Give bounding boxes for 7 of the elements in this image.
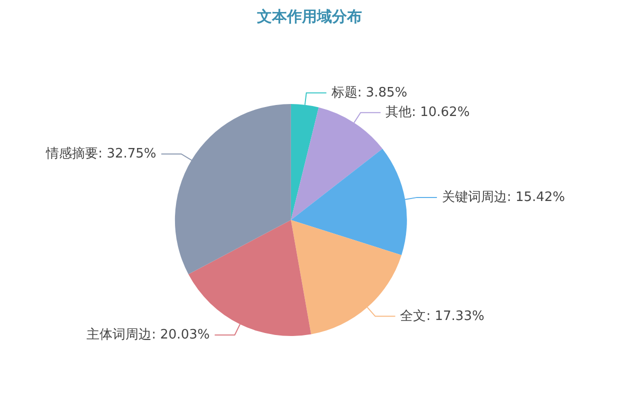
chart-title: 文本作用域分布 bbox=[256, 8, 362, 26]
slice-label: 主体词周边: 20.03% bbox=[86, 326, 210, 342]
slice-label: 情感摘要: 32.75% bbox=[45, 146, 156, 162]
slice-label: 其他: 10.62% bbox=[386, 105, 470, 120]
slice-label: 标题: 3.85% bbox=[330, 85, 408, 100]
slice-label: 关键词周边: 15.42% bbox=[442, 190, 566, 205]
slice-label: 全文: 17.33% bbox=[400, 308, 484, 324]
